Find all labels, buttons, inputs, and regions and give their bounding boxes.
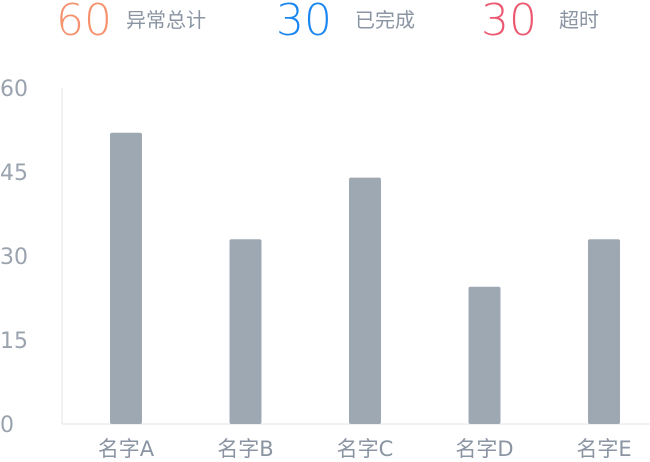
bar [349,177,381,424]
stat-timeout-label: 超时 [559,8,599,32]
bar [588,239,620,424]
bar [229,239,262,424]
x-category-label: 名字B [217,437,273,461]
x-category-label: 名字A [98,437,155,461]
y-tick-label: 60 [0,77,28,102]
stat-completed-value: 30 [276,0,332,46]
bar [468,286,501,424]
x-category-label: 名字D [455,437,513,461]
stat-total-value: 60 [56,0,112,46]
stat-timeout-value: 30 [481,0,537,46]
stat-total-label: 异常总计 [126,8,206,32]
y-tick-label: 30 [0,245,28,270]
summary-stats: 60 异常总计 30 已完成 30 超时 [0,0,650,46]
x-category-label: 名字E [576,437,631,461]
bar [110,132,142,425]
y-tick-label: 45 [0,161,28,186]
stat-completed-label: 已完成 [355,8,415,32]
y-tick-label: 15 [0,329,28,354]
x-category-label: 名字C [337,437,394,461]
y-tick-label: 0 [0,413,14,438]
